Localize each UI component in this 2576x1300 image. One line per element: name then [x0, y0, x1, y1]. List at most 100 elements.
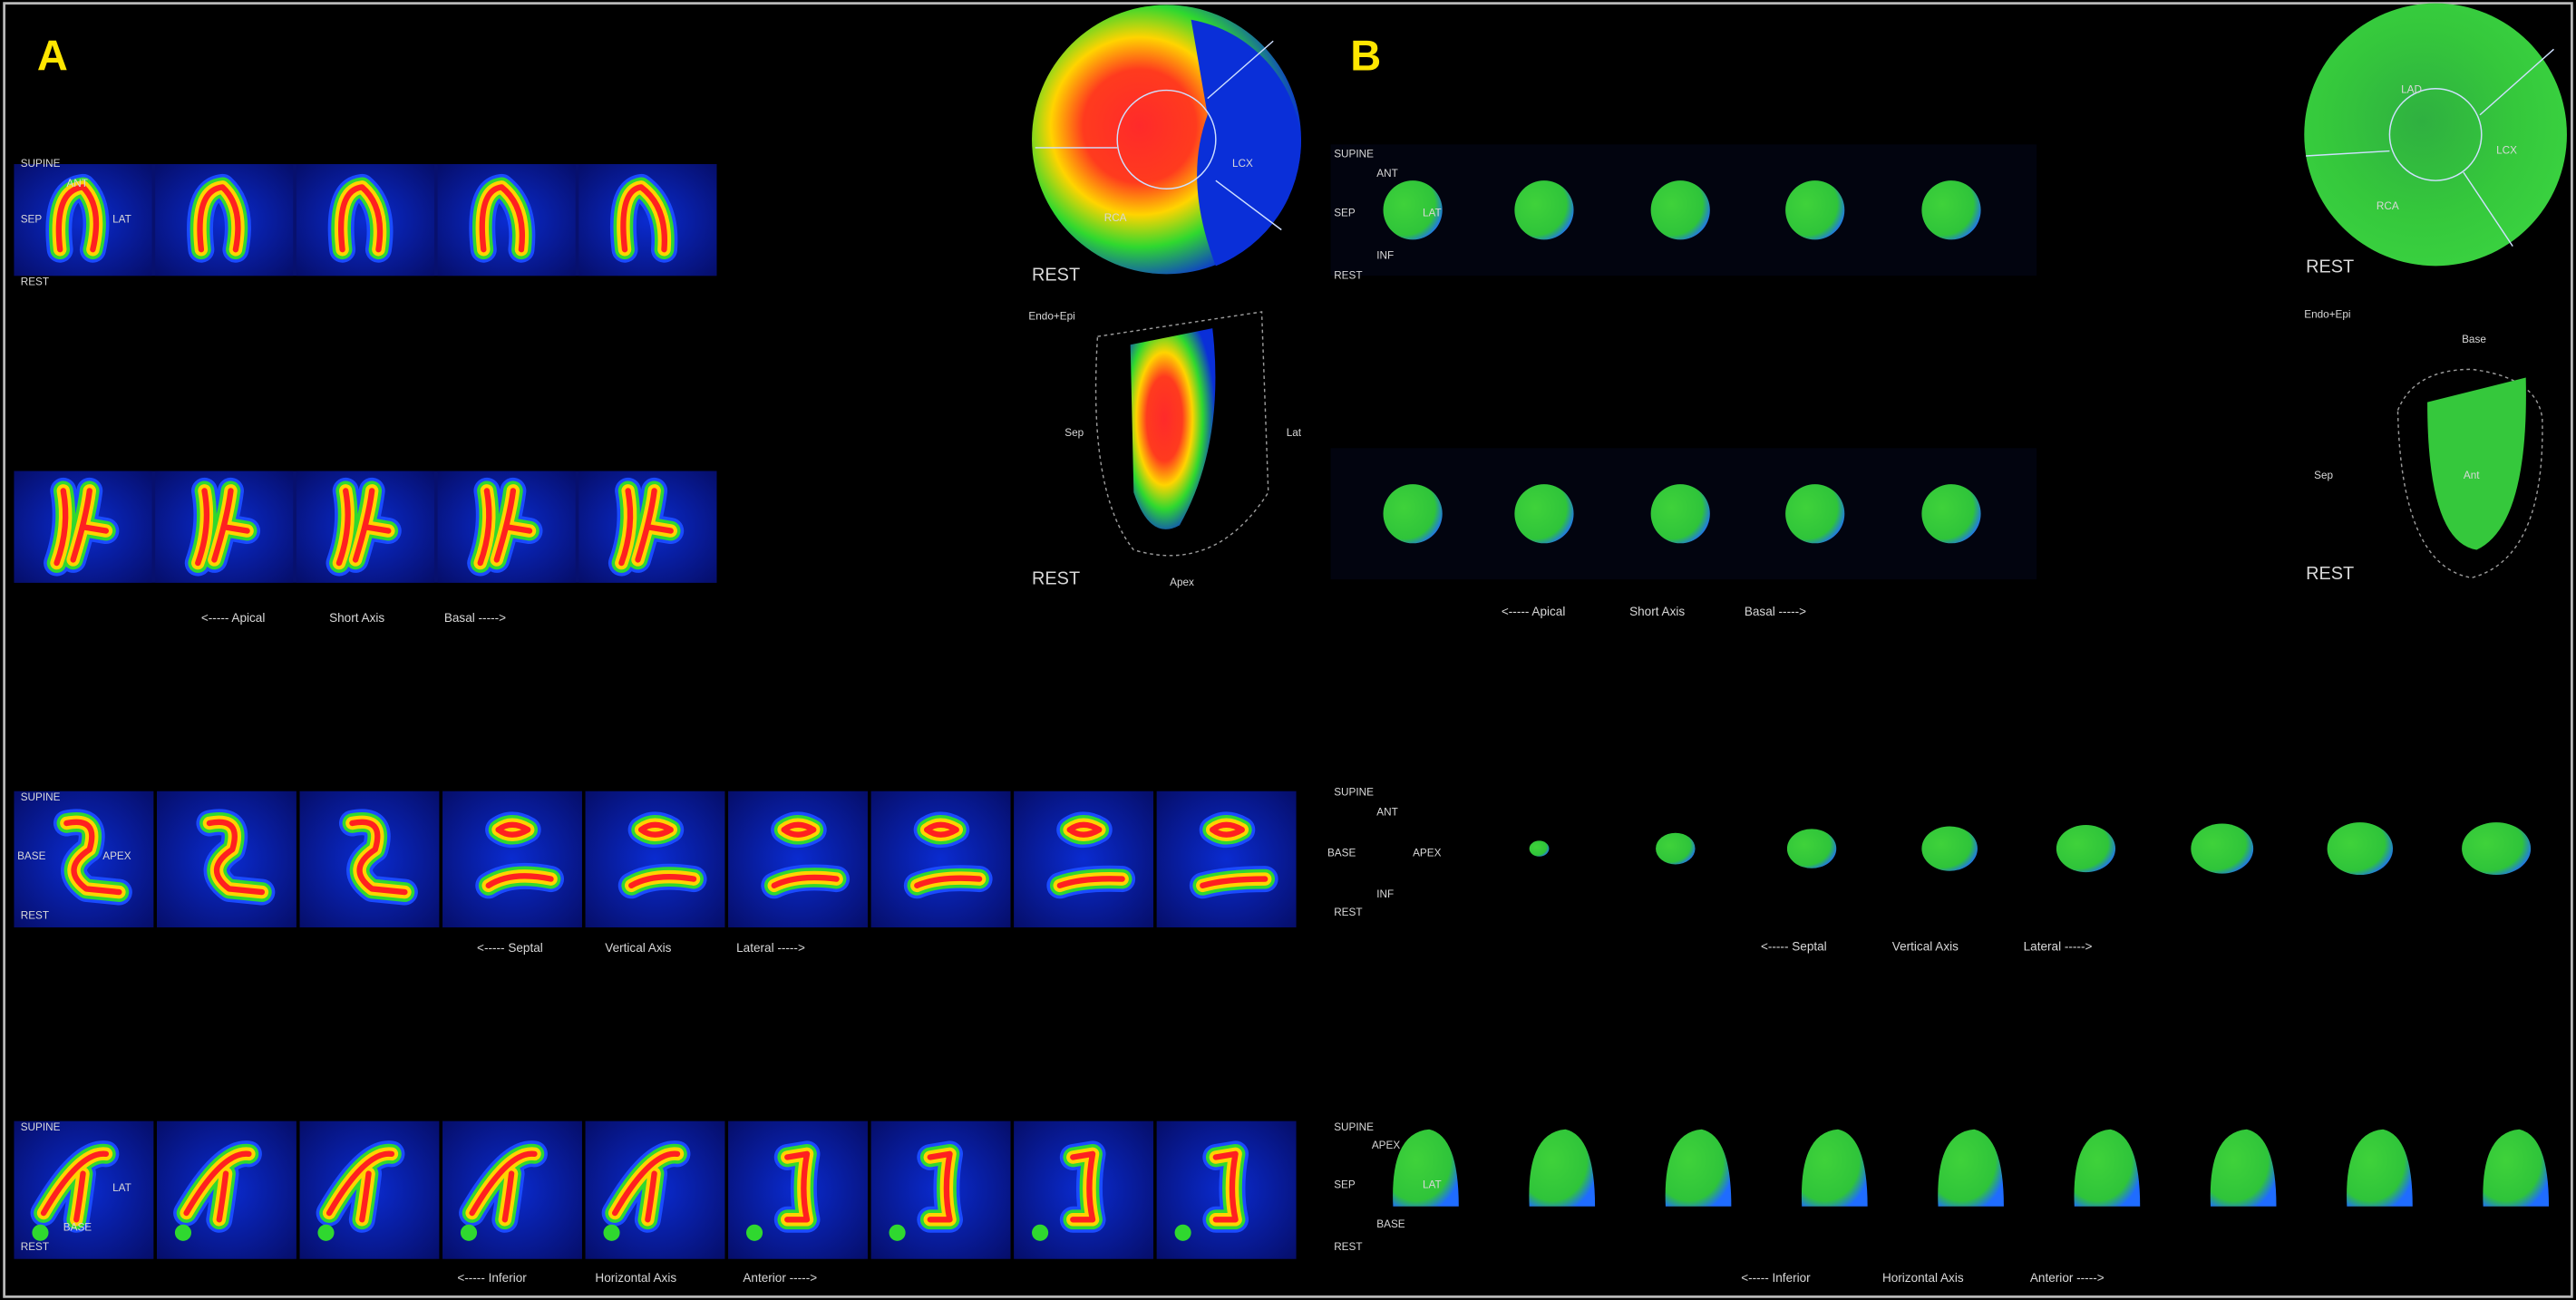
orientation-label: BASE [17, 850, 46, 862]
axis-caption: Short Axis [1629, 605, 1685, 618]
axis-caption: Vertical Axis [605, 941, 671, 955]
territory-line [2306, 48, 2554, 247]
axis-caption: Basal -----> [1745, 605, 1806, 618]
orientation-label: APEX [1372, 1140, 1401, 1151]
uptake [611, 1150, 681, 1223]
orientation-label: SUPINE [1334, 1121, 1374, 1133]
orientation-label: REST [21, 1241, 49, 1253]
uptake [1174, 1224, 1191, 1241]
territory-label: RCA [1104, 212, 1127, 224]
uptake [2210, 1129, 2277, 1207]
orientation-label: LAT [1423, 207, 1442, 218]
polar-caption: REST [2306, 257, 2354, 276]
uptake [1785, 180, 1845, 240]
uptake [2483, 1129, 2550, 1207]
orientation-label: ANT [66, 178, 88, 189]
orientation-label: SUPINE [1334, 148, 1374, 160]
uptake [1650, 484, 1710, 544]
uptake [460, 1224, 478, 1241]
uptake [784, 1150, 811, 1223]
uptake [1921, 180, 1981, 240]
uptake [479, 184, 525, 253]
uptake [1529, 840, 1550, 857]
orientation-label: BASE [1327, 848, 1356, 859]
uptake [1383, 180, 1443, 240]
uptake [1212, 1150, 1239, 1223]
uptake [620, 184, 668, 253]
uptake [1786, 829, 1837, 868]
uptake [1393, 1129, 1459, 1207]
polar-map [2304, 3, 2567, 267]
axis-caption: <----- Septal [1761, 939, 1827, 953]
territory-label: LCX [1232, 158, 1253, 170]
model-label: Sep [2314, 470, 2333, 481]
model-label: Lat [1287, 427, 1302, 439]
model-label: Endo+Epi [2304, 309, 2350, 321]
axis-caption: <----- Septal [477, 941, 543, 955]
orientation-label: REST [1334, 1241, 1362, 1253]
orientation-label: REST [21, 276, 49, 288]
model-caption: REST [2306, 564, 2354, 584]
axis-caption: <----- Apical [201, 611, 265, 625]
uptake [195, 488, 250, 567]
orientation-label: LAT [112, 1182, 131, 1194]
axis-caption: <----- Inferior [457, 1271, 527, 1285]
uptake [1921, 826, 1978, 871]
surface [1130, 328, 1216, 529]
model-label: Sep [1064, 427, 1084, 439]
uptake [1056, 821, 1125, 888]
uptake [1070, 1150, 1096, 1223]
territory-line [1116, 89, 1217, 189]
uptake [1514, 484, 1574, 544]
orientation-label: SEP [1334, 1179, 1356, 1190]
image-tile [728, 791, 868, 927]
uptake [485, 821, 554, 888]
image-tile [585, 791, 725, 927]
axis-caption: <----- Apical [1502, 605, 1565, 618]
image-tile [1014, 791, 1154, 927]
axis-caption: Anterior -----> [2030, 1271, 2105, 1285]
uptake [1200, 821, 1269, 888]
uptake [53, 488, 110, 567]
uptake [337, 184, 384, 253]
uptake [349, 819, 408, 896]
uptake [1801, 1129, 1868, 1207]
uptake [1529, 1129, 1596, 1207]
uptake [2056, 825, 2116, 873]
panel-letter: B [1350, 32, 1381, 80]
orientation-label: BASE [63, 1221, 92, 1233]
uptake [927, 1150, 953, 1223]
uptake [197, 184, 241, 253]
uptake [183, 1150, 252, 1223]
orientation-label: SUPINE [1334, 787, 1374, 799]
territory-line [1035, 40, 1282, 231]
uptake [1656, 832, 1696, 865]
axis-caption: Lateral -----> [2024, 939, 2093, 953]
model-caption: REST [1032, 568, 1080, 588]
axis-caption: Vertical Axis [1892, 939, 1959, 953]
orientation-label: INF [1376, 250, 1394, 262]
uptake [40, 1150, 110, 1223]
mesh [1094, 311, 1269, 557]
uptake [914, 821, 983, 888]
polar-region [1191, 19, 1301, 267]
uptake [603, 1224, 620, 1241]
orientation-label: APEX [1413, 848, 1442, 859]
axis-caption: Lateral -----> [736, 941, 805, 955]
territory-label: LAD [2401, 84, 2422, 96]
axis-caption: Basal -----> [444, 611, 506, 625]
orientation-label: SUPINE [21, 791, 61, 803]
uptake [1785, 484, 1845, 544]
uptake [317, 1224, 335, 1241]
orientation-label: REST [1334, 269, 1362, 281]
orientation-label: BASE [1376, 1218, 1405, 1230]
uptake [174, 1224, 192, 1241]
uptake [469, 1150, 538, 1223]
uptake [2191, 823, 2254, 874]
uptake [2347, 1129, 2413, 1207]
uptake [335, 488, 392, 567]
axis-caption: Short Axis [329, 611, 384, 625]
orientation-label: SUPINE [21, 158, 61, 170]
uptake [628, 821, 697, 888]
